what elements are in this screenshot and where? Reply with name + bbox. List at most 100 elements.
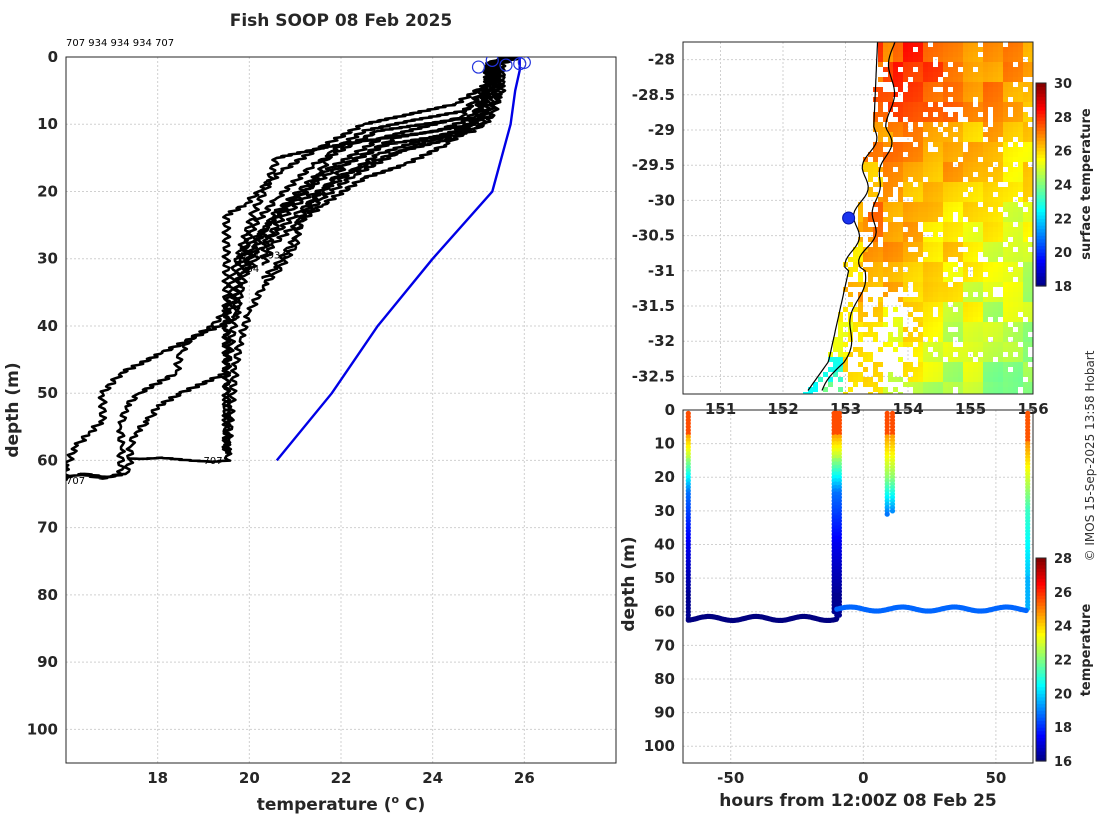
sst-pixel	[988, 172, 993, 177]
sst-pixel	[893, 67, 898, 72]
sst-pixel	[883, 142, 888, 147]
sst-pixel	[923, 82, 928, 87]
colorbar-swatch	[1036, 737, 1046, 742]
sst-pixel	[988, 127, 993, 132]
sst-pixel	[953, 42, 958, 47]
sst-pixel	[968, 217, 973, 222]
sst-pixel	[873, 322, 878, 327]
sst-pixel	[928, 282, 933, 287]
sst-pixel	[1023, 142, 1028, 147]
sst-pixel	[913, 72, 918, 77]
sst-pixel	[908, 152, 913, 157]
sst-pixel	[883, 167, 888, 172]
sst-pixel	[923, 242, 928, 247]
sst-pixel	[913, 382, 918, 387]
sst-pixel	[898, 107, 903, 112]
sst-pixel	[943, 207, 948, 212]
sst-pixel	[863, 367, 868, 372]
sst-pixel	[943, 292, 948, 297]
sst-pixel	[993, 52, 998, 57]
sst-pixel	[918, 332, 923, 337]
sst-pixel	[908, 167, 913, 172]
sst-pixel	[893, 182, 898, 187]
sst-pixel	[908, 252, 913, 257]
sst-pixel	[903, 372, 908, 377]
sst-pixel	[948, 197, 953, 202]
sst-pixel	[918, 322, 923, 327]
sst-pixel	[1018, 267, 1023, 272]
sst-pixel	[928, 67, 933, 72]
sst-pixel	[1008, 362, 1013, 367]
sst-pixel	[983, 307, 988, 312]
section-dot	[833, 616, 839, 622]
sst-pixel	[998, 97, 1003, 102]
sst-pixel	[873, 192, 878, 197]
sst-pixel	[878, 392, 883, 394]
sst-pixel	[963, 262, 968, 267]
sst-pixel	[968, 122, 973, 127]
sst-pixel	[923, 152, 928, 157]
sst-pixel	[988, 242, 993, 247]
sst-pixel	[858, 352, 863, 357]
sst-pixel	[923, 262, 928, 267]
sst-pixel	[1013, 322, 1018, 327]
sst-pixel	[993, 112, 998, 117]
colorbar-swatch	[1036, 99, 1046, 104]
sst-pixel	[913, 172, 918, 177]
sst-pixel	[913, 57, 918, 62]
sst-pixel	[978, 212, 983, 217]
sst-pixel	[883, 92, 888, 97]
sst-pixel	[963, 387, 968, 392]
sst-pixel	[878, 47, 883, 52]
colorbar-swatch	[1036, 679, 1046, 684]
sst-pixel	[993, 212, 998, 217]
sst-pixel	[1018, 57, 1023, 62]
sst-pixel	[998, 302, 1003, 307]
sst-pixel	[988, 362, 993, 367]
map-ytick-label: -28	[648, 51, 675, 69]
sst-pixel	[943, 242, 948, 247]
sst-pixel	[893, 262, 898, 267]
sst-pixel	[1023, 102, 1028, 107]
sst-pixel	[1013, 92, 1018, 97]
sst-pixel	[938, 392, 943, 394]
sst-pixel	[1023, 152, 1028, 157]
section-ytick-label: 0	[665, 401, 675, 419]
sst-pixel	[1003, 192, 1008, 197]
sst-pixel	[858, 312, 863, 317]
sst-pixel	[933, 167, 938, 172]
sst-pixel	[898, 242, 903, 247]
sst-pixel	[878, 387, 883, 392]
sst-pixel	[863, 167, 868, 172]
sst-pixel	[1003, 147, 1008, 152]
sst-pixel	[983, 267, 988, 272]
sst-pixel	[878, 227, 883, 232]
sst-pixel	[983, 217, 988, 222]
sst-pixel	[918, 92, 923, 97]
sst-pixel	[1018, 187, 1023, 192]
section-axes-box	[682, 409, 1034, 764]
sst-pixel	[933, 157, 938, 162]
sst-pixel	[933, 377, 938, 382]
sst-pixel	[1003, 362, 1008, 367]
sst-pixel	[943, 387, 948, 392]
sst-pixel	[878, 147, 883, 152]
sst-pixel	[868, 187, 873, 192]
sst-pixel	[1018, 212, 1023, 217]
sst-pixel	[918, 347, 923, 352]
sst-pixel	[868, 282, 873, 287]
sst-pixel	[933, 372, 938, 377]
sst-pixel	[933, 42, 938, 47]
sst-pixel	[958, 142, 963, 147]
sst-pixel	[978, 372, 983, 377]
sst-pixel	[883, 392, 888, 394]
sst-pixel	[1013, 142, 1018, 147]
sst-pixel	[998, 367, 1003, 372]
sst-pixel	[968, 222, 973, 227]
sst-pixel	[968, 167, 973, 172]
sst-pixel	[1008, 212, 1013, 217]
sst-pixel	[998, 152, 1003, 157]
sst-pixel	[883, 187, 888, 192]
sst-pixel	[978, 327, 983, 332]
